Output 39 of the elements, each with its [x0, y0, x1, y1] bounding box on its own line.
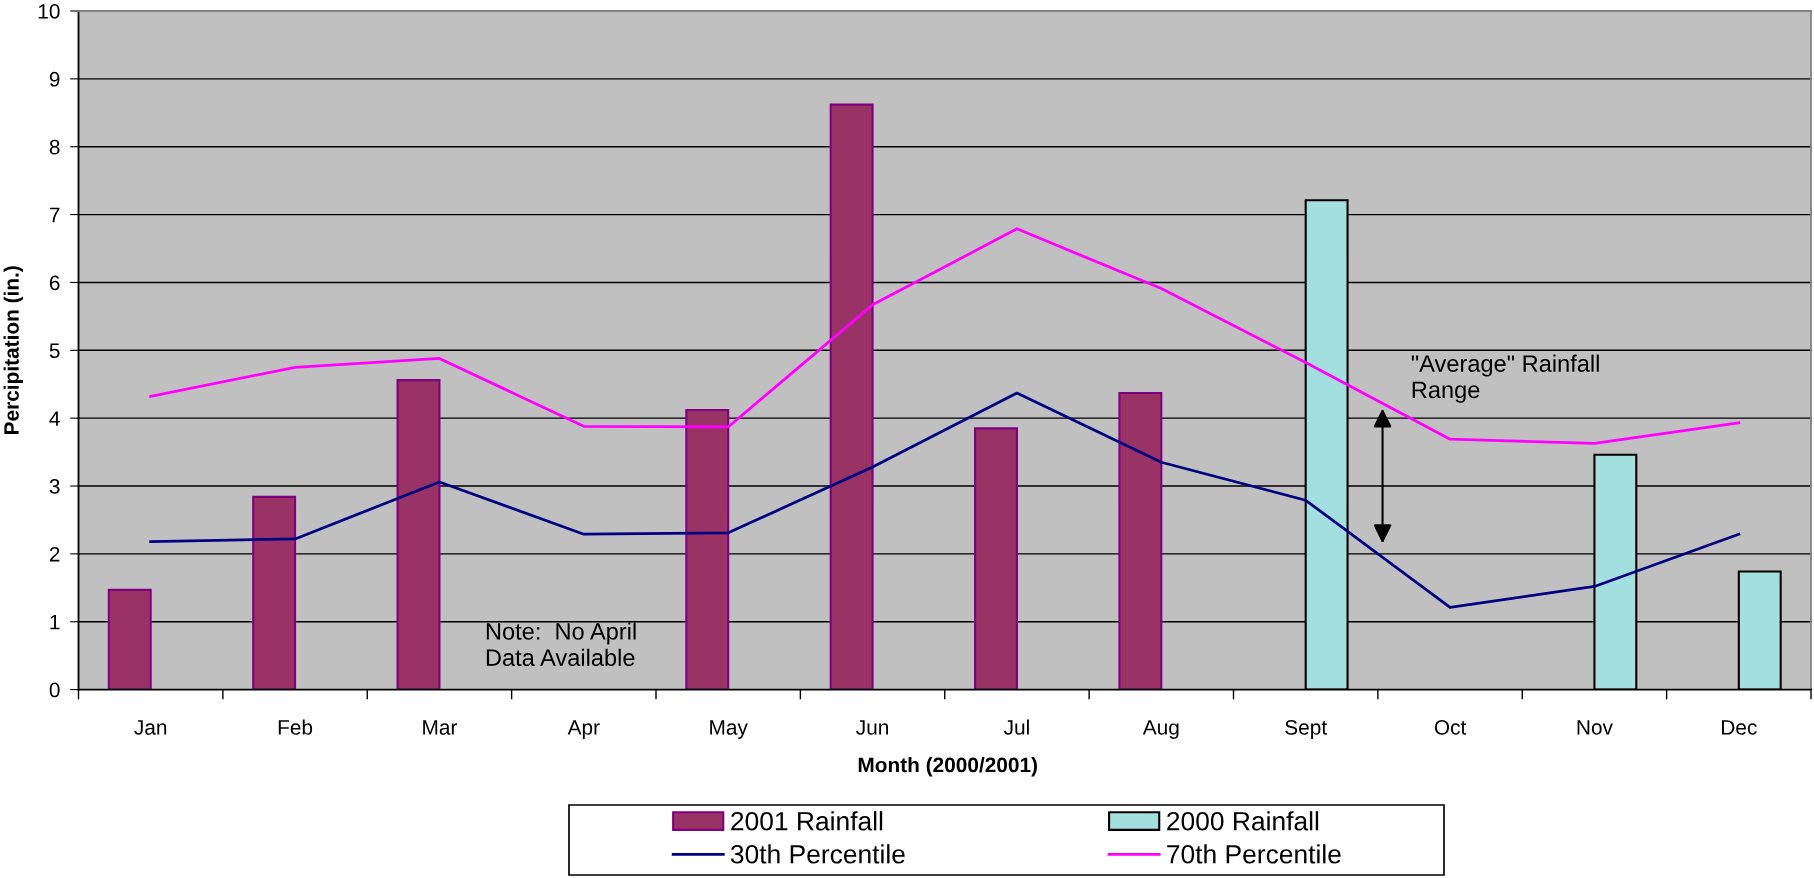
y-tick-label: 10	[38, 4, 60, 19]
y-axis-title: Percipitation (in.)	[3, 266, 23, 434]
y-tick-label: 1	[50, 614, 60, 630]
x-tick-label: Feb	[278, 719, 313, 735]
x-tick-label: Jan	[134, 720, 167, 735]
bar	[1118, 392, 1163, 690]
bar	[252, 495, 297, 690]
x-tick-label: Jun	[856, 720, 889, 735]
bar	[107, 588, 152, 690]
y-tick-label: 3	[49, 479, 60, 494]
x-tick-label: Aug	[1142, 720, 1179, 739]
bar	[685, 408, 730, 690]
x-tick-label: Nov	[1577, 720, 1613, 735]
line-series	[149, 227, 1741, 445]
legend-label: 2000 Rainfall	[1167, 811, 1319, 831]
y-tick-label: 7	[49, 207, 60, 223]
x-axis-title: Month (2000/2001)	[858, 757, 1037, 777]
y-tick-label: 9	[49, 71, 60, 87]
legend-label: 30th Percentile	[730, 844, 905, 864]
y-tick-label: 4	[49, 411, 60, 426]
y-tick-label: 6	[49, 275, 60, 291]
y-tick-label: 0	[49, 682, 60, 698]
x-tick-label: Sept	[1285, 720, 1327, 739]
x-tick-label: Mar	[423, 720, 458, 735]
legend-label: 70th Percentile	[1167, 844, 1341, 864]
x-tick-label: Oct	[1434, 720, 1467, 735]
bar	[396, 379, 441, 690]
annotation: Note: No April Data Available	[486, 622, 636, 667]
bar	[974, 427, 1018, 690]
x-tick-label: May	[710, 720, 748, 739]
annotation: "Average" Rainfall Range	[1411, 354, 1599, 403]
x-tick-label: Dec	[1722, 720, 1757, 735]
y-tick-label: 2	[49, 546, 60, 562]
legend-label: 2001 Rainfall	[731, 811, 883, 831]
y-tick-label: 5	[49, 343, 60, 359]
x-tick-label: Apr	[567, 720, 600, 739]
y-tick-label: 8	[49, 139, 60, 155]
x-tick-label: Jul	[1003, 719, 1029, 735]
bar	[829, 103, 874, 690]
